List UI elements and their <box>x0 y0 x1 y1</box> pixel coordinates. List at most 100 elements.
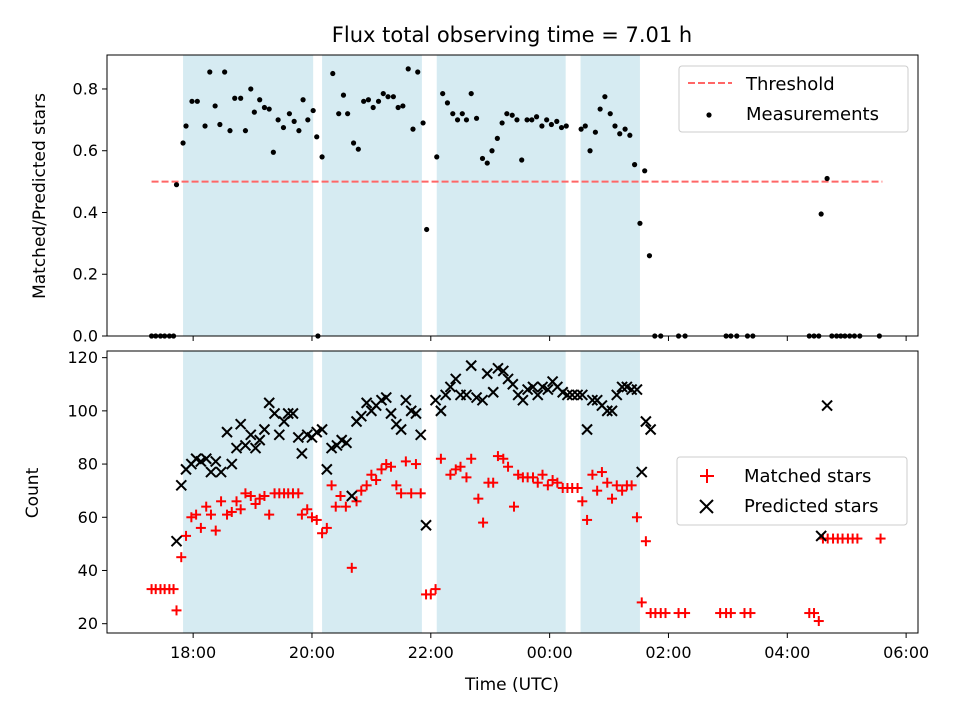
matched-star-marker <box>259 490 270 501</box>
measurement-point <box>563 123 569 129</box>
bot-shaded-band-3 <box>580 351 640 633</box>
top-legend: Threshold Measurements <box>678 65 909 133</box>
matched-star-marker <box>607 493 618 504</box>
measurement-point <box>296 128 302 134</box>
measurement-point <box>582 123 588 129</box>
predicted-star-marker <box>527 381 539 393</box>
measurement-point <box>275 117 281 123</box>
matched-star-marker <box>660 608 671 619</box>
predicted-star-marker <box>571 389 584 401</box>
predicted-star-marker <box>221 426 233 438</box>
measurement-point <box>212 103 218 109</box>
matched-star-marker <box>626 480 637 491</box>
predicted-star-marker <box>561 389 574 401</box>
matched-star-marker <box>425 589 436 600</box>
matched-star-marker <box>226 506 237 517</box>
predicted-star-marker <box>581 423 593 436</box>
matched-star-marker <box>478 517 489 528</box>
matched-star-marker <box>240 488 251 499</box>
predicted-star-marker <box>210 455 222 468</box>
legend-measurements-label: Measurements <box>746 104 879 125</box>
matched-star-marker <box>311 514 322 525</box>
measurement-point <box>410 126 416 132</box>
bot-y-tick-label: 40 <box>78 561 98 580</box>
measurement-point <box>291 118 297 124</box>
predicted-star-marker <box>450 373 462 385</box>
measurement-point <box>646 253 653 259</box>
x-axis-title: Time (UTC) <box>464 675 559 695</box>
measurement-point <box>232 95 238 101</box>
measurement-point <box>415 69 421 75</box>
measurement-point <box>450 111 456 117</box>
predicted-star-marker <box>170 535 183 547</box>
bot-y-tick-label: 100 <box>67 401 98 420</box>
measurement-point <box>558 124 565 131</box>
predicted-star-marker <box>601 405 613 417</box>
legend-predicted-swatch <box>699 499 714 514</box>
measurement-point <box>509 112 515 118</box>
measurement-point <box>592 129 598 135</box>
x-tick-label: 04:00 <box>764 643 810 662</box>
top-shaded-intervals <box>183 55 640 336</box>
matched-star-marker <box>181 530 192 541</box>
measurement-point <box>261 104 268 111</box>
predicted-star-marker <box>410 407 422 420</box>
measurement-point <box>514 117 520 123</box>
predicted-star-marker <box>395 423 407 436</box>
predicted-star-marker <box>414 429 427 441</box>
bottom-x-ticks: 18:00 20:00 22:00 00:00 02:00 04:00 06:00 <box>170 633 929 662</box>
matched-star-marker <box>400 456 411 467</box>
measurement-point <box>395 104 401 111</box>
matched-star-marker <box>391 480 402 491</box>
legend-measurements-swatch <box>706 112 712 118</box>
predicted-star-marker <box>631 383 643 396</box>
measurement-point <box>554 118 560 124</box>
predicted-star-marker <box>296 447 308 460</box>
matched-star-marker <box>245 490 256 501</box>
bottom-panel: 20 40 60 80 100 120 18:00 20:00 22:00 00:00 02:00… <box>23 348 929 695</box>
predicted-star-marker <box>644 423 657 436</box>
bottom-legend-box <box>676 456 908 526</box>
matched-star-marker <box>171 605 182 616</box>
matched-stars-series <box>146 451 886 627</box>
predicted-star-marker <box>346 490 358 502</box>
matched-star-marker <box>852 533 863 544</box>
bottom-y-axis-title: Count <box>23 467 43 518</box>
predicted-star-marker <box>355 410 367 422</box>
measurement-point <box>524 117 530 123</box>
predicted-star-marker <box>460 389 473 401</box>
predicted-star-marker <box>321 463 333 476</box>
matched-star-marker <box>195 522 206 533</box>
matched-star-marker <box>191 509 202 520</box>
top-legend-box <box>678 65 909 133</box>
measurement-point <box>473 115 480 121</box>
measurement-point <box>173 182 180 188</box>
predicted-star-marker <box>239 439 252 452</box>
legend-threshold-label: Threshold <box>745 74 835 95</box>
matched-star-marker <box>498 453 509 464</box>
measurement-point <box>248 86 254 92</box>
top-y-ticks: 0.0 0.2 0.4 0.6 0.8 <box>73 79 107 346</box>
matched-star-marker <box>216 496 227 507</box>
bot-shaded-band-0 <box>183 351 314 633</box>
matched-star-marker <box>582 514 593 525</box>
measurement-point <box>622 126 628 132</box>
top-y-tick-label: 0.8 <box>73 79 98 98</box>
top-shaded-band-1 <box>322 55 422 336</box>
measurement-point <box>385 94 391 100</box>
matched-star-marker <box>346 562 357 573</box>
measurement-point <box>330 70 336 77</box>
predicted-star-marker <box>340 437 353 449</box>
predicted-star-marker <box>611 389 623 401</box>
matched-star-marker <box>430 584 441 595</box>
matched-star-marker <box>552 477 563 488</box>
measurement-point <box>424 226 430 233</box>
predicted-star-marker <box>278 415 290 428</box>
predicted-star-marker <box>470 391 483 404</box>
matched-star-marker <box>176 552 187 563</box>
matched-star-marker <box>572 483 583 494</box>
matched-star-marker <box>537 469 548 480</box>
matched-star-marker <box>680 608 691 619</box>
predicted-star-marker <box>542 383 554 396</box>
measurement-point <box>824 175 830 182</box>
